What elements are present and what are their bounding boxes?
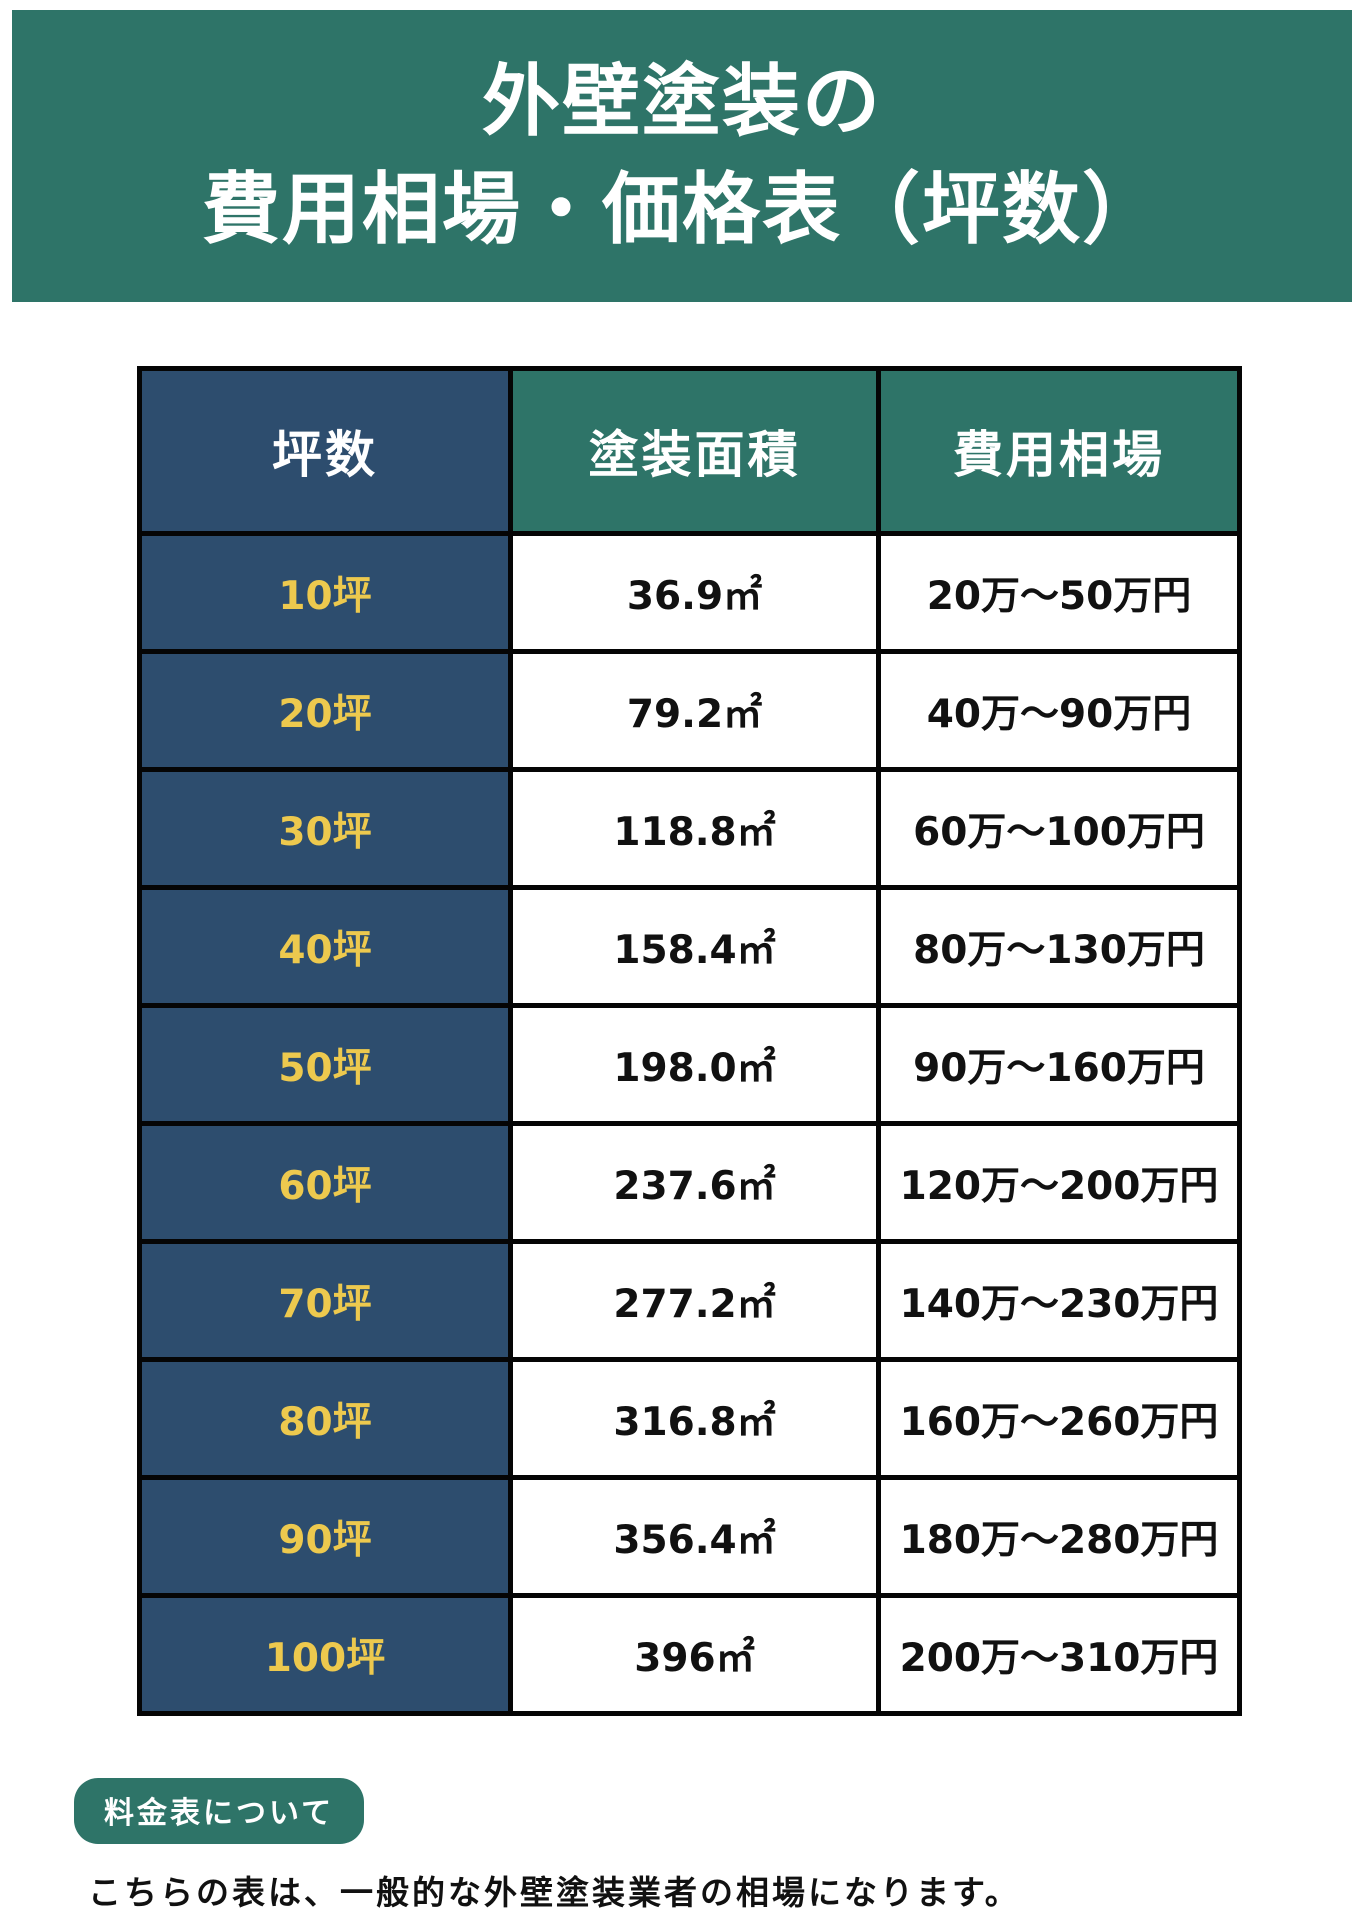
table-row: 10坪 36.9㎡ 20万～50万円	[137, 531, 1242, 654]
cost-cell: 140万～230万円	[876, 1239, 1242, 1362]
price-table: 坪数 塗装面積 費用相場 10坪 36.9㎡ 20万～50万円 20坪 79.2…	[137, 366, 1242, 1716]
column-header-area: 塗装面積	[508, 366, 881, 536]
table-row: 30坪 118.8㎡ 60万～100万円	[137, 767, 1242, 890]
table-row: 40坪 158.4㎡ 80万～130万円	[137, 885, 1242, 1008]
tsubo-cell: 70坪	[137, 1239, 513, 1362]
area-cell: 356.4㎡	[508, 1475, 881, 1598]
tsubo-cell: 90坪	[137, 1475, 513, 1598]
area-cell: 237.6㎡	[508, 1121, 881, 1244]
cost-cell: 40万～90万円	[876, 649, 1242, 772]
fee-table-note-text: こちらの表は、一般的な外壁塗装業者の相場になります。	[88, 1873, 1021, 1912]
area-cell: 396㎡	[508, 1593, 881, 1716]
table-row: 100坪 396㎡ 200万～310万円	[137, 1593, 1242, 1716]
tsubo-cell: 10坪	[137, 531, 513, 654]
table-row: 20坪 79.2㎡ 40万～90万円	[137, 649, 1242, 772]
tsubo-cell: 40坪	[137, 885, 513, 1008]
table-header-row: 坪数 塗装面積 費用相場	[137, 366, 1242, 536]
cost-cell: 200万～310万円	[876, 1593, 1242, 1716]
tsubo-cell: 60坪	[137, 1121, 513, 1244]
cost-cell: 90万～160万円	[876, 1003, 1242, 1126]
area-cell: 277.2㎡	[508, 1239, 881, 1362]
tsubo-cell: 80坪	[137, 1357, 513, 1480]
area-cell: 198.0㎡	[508, 1003, 881, 1126]
column-header-tsubo: 坪数	[137, 366, 513, 536]
cost-cell: 20万～50万円	[876, 531, 1242, 654]
page-title-line-2: 費用相場・価格表（坪数）	[201, 165, 1162, 255]
cost-cell: 180万～280万円	[876, 1475, 1242, 1598]
tsubo-cell: 20坪	[137, 649, 513, 772]
table-row: 70坪 277.2㎡ 140万～230万円	[137, 1239, 1242, 1362]
table-row: 50坪 198.0㎡ 90万～160万円	[137, 1003, 1242, 1126]
cost-cell: 80万～130万円	[876, 885, 1242, 1008]
column-header-cost: 費用相場	[876, 366, 1242, 536]
table-row: 60坪 237.6㎡ 120万～200万円	[137, 1121, 1242, 1244]
area-cell: 316.8㎡	[508, 1357, 881, 1480]
tsubo-cell: 100坪	[137, 1593, 513, 1716]
tsubo-cell: 30坪	[137, 767, 513, 890]
header-banner: 外壁塗装の 費用相場・価格表（坪数）	[12, 10, 1352, 302]
area-cell: 158.4㎡	[508, 885, 881, 1008]
tsubo-cell: 50坪	[137, 1003, 513, 1126]
area-cell: 118.8㎡	[508, 767, 881, 890]
cost-cell: 60万～100万円	[876, 767, 1242, 890]
table-row: 80坪 316.8㎡ 160万～260万円	[137, 1357, 1242, 1480]
area-cell: 36.9㎡	[508, 531, 881, 654]
table-row: 90坪 356.4㎡ 180万～280万円	[137, 1475, 1242, 1598]
cost-cell: 120万～200万円	[876, 1121, 1242, 1244]
page-title-line-1: 外壁塗装の	[481, 57, 882, 147]
cost-cell: 160万～260万円	[876, 1357, 1242, 1480]
fee-table-note-badge: 料金表について	[74, 1778, 365, 1844]
area-cell: 79.2㎡	[508, 649, 881, 772]
